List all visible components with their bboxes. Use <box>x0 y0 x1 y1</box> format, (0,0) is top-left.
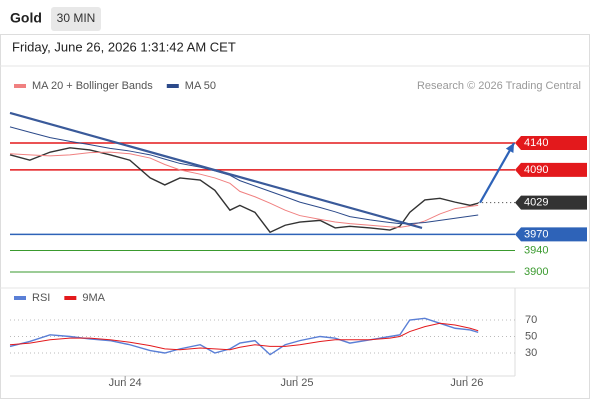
arrow-head <box>505 143 515 153</box>
level-label: 3940 <box>524 244 548 256</box>
series-line <box>9 126 479 225</box>
legend-label: RSI <box>32 292 50 304</box>
series-line <box>9 322 479 351</box>
y-tick-label: 50 <box>525 330 537 342</box>
x-tick-label: Jun 26 <box>450 377 483 389</box>
level-label: 4090 <box>524 164 548 176</box>
level-tag <box>515 227 587 242</box>
series-line <box>9 317 479 356</box>
symbol: Gold <box>10 10 42 26</box>
projection-arrow <box>479 142 516 204</box>
legend-swatch <box>166 84 179 88</box>
legend-swatch <box>14 84 26 88</box>
credit: Research © 2026 Trading Central <box>417 80 581 92</box>
legend-label: 9MA <box>82 292 105 304</box>
legend-label: MA 20 + Bollinger Bands <box>32 80 153 92</box>
legend-swatch <box>64 296 77 300</box>
level-label: 4140 <box>524 137 548 149</box>
series-line <box>9 147 479 234</box>
level-label: 3900 <box>524 266 548 278</box>
y-tick-label: 70 <box>525 314 537 326</box>
timeframe: 30 MIN <box>57 11 96 25</box>
level-tag <box>515 195 587 210</box>
y-tick-label: 30 <box>525 347 537 359</box>
level-tag <box>515 136 587 150</box>
legend-swatch <box>14 296 26 300</box>
datetime: Friday, June 26, 2026 1:31:42 AM CET <box>12 39 236 54</box>
x-tick-label: Jun 25 <box>280 377 313 389</box>
x-tick-label: Jun 24 <box>109 377 142 389</box>
level-label: 4029 <box>524 197 548 209</box>
level-label: 3970 <box>524 228 548 240</box>
timeframe-pill <box>51 7 101 31</box>
trend-line <box>9 111 423 229</box>
legend-label: MA 50 <box>185 80 216 92</box>
level-tag <box>515 162 587 177</box>
